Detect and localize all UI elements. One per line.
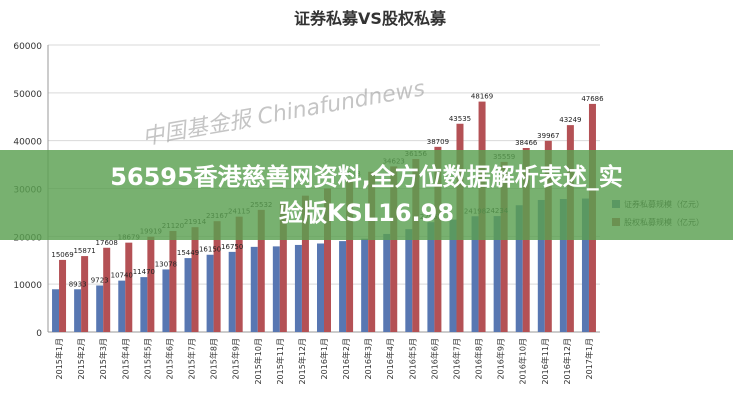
x-tick-label: 2016年12月	[562, 338, 572, 385]
bar-series-1	[515, 205, 523, 332]
data-label: 16150	[199, 246, 221, 254]
data-label: 9723	[91, 276, 109, 284]
x-tick-label: 2016年4月	[385, 338, 395, 379]
bar-series-1	[559, 199, 567, 332]
x-tick-label: 2015年6月	[164, 338, 174, 379]
y-tick-label: 60000	[13, 42, 42, 52]
bar-series-1	[96, 285, 104, 332]
bar-series-1	[581, 198, 589, 332]
x-tick-label: 2015年5月	[142, 338, 152, 379]
bar-series-2	[500, 161, 508, 332]
y-tick-label: 40000	[13, 138, 42, 148]
data-label: 43535	[449, 115, 471, 123]
bar-series-1	[184, 258, 192, 332]
data-label: 17608	[96, 239, 118, 247]
x-tick-label: 2016年6月	[429, 338, 439, 379]
x-tick-label: 2017年1月	[584, 338, 594, 379]
data-label: 11470	[133, 268, 155, 276]
bar-series-2	[213, 221, 221, 332]
bar-series-1	[361, 238, 369, 332]
bar-series-2	[346, 178, 354, 332]
x-tick-label: 2016年8月	[474, 338, 484, 379]
data-label: 13078	[155, 260, 177, 268]
bar-series-1	[52, 289, 60, 332]
x-tick-label: 2016年2月	[341, 338, 351, 379]
data-label: 15871	[73, 247, 95, 255]
bar-series-2	[522, 148, 530, 332]
x-tick-label: 2016年5月	[407, 338, 417, 379]
bar-series-1	[250, 246, 258, 332]
data-label: 39967	[537, 132, 559, 140]
bar-series-2	[191, 227, 199, 332]
bar-series-2	[125, 242, 133, 332]
x-axis-ticks: 2015年1月 2015年2月 2015年3月 2015年4月 2015年5月 2015年…	[54, 338, 594, 385]
bar-series-1	[140, 277, 148, 332]
bar-series-1	[427, 222, 435, 332]
bar-series-1	[74, 289, 82, 332]
bar-series-2	[324, 188, 331, 332]
bar-series-2	[390, 166, 398, 332]
bar-series-2	[235, 216, 243, 332]
data-label: 43249	[559, 116, 581, 124]
x-tick-label: 2015年4月	[120, 338, 130, 379]
chart-title: 证券私募VS股权私募	[294, 9, 447, 28]
x-tick-label: 2015年7月	[187, 338, 197, 379]
data-label: 15069	[51, 251, 73, 259]
x-tick-label: 2015年8月	[209, 338, 219, 379]
data-label: 15449	[177, 249, 199, 257]
data-label: 16750	[221, 243, 243, 251]
bar-series-1	[471, 216, 479, 332]
bar-series-1	[383, 233, 391, 332]
x-tick-label: 2015年9月	[231, 338, 241, 379]
bar-series-1	[317, 243, 324, 332]
y-tick-label: 10000	[13, 281, 42, 291]
x-tick-label: 2016年11月	[540, 338, 550, 385]
data-label: 38466	[515, 139, 538, 147]
x-tick-label: 2015年12月	[297, 338, 307, 385]
y-tick-label: 50000	[13, 90, 42, 100]
bar-series-2	[169, 230, 177, 332]
bar-series-2	[412, 159, 420, 332]
data-label: 10740	[111, 272, 133, 280]
bar-series-1	[228, 251, 236, 332]
banner-line-1: 56595香港慈善网资料,全方位数据解析表述_实	[110, 163, 623, 191]
bar-series-2	[301, 195, 309, 332]
data-label: 47686	[581, 95, 604, 103]
bar-series-1	[449, 219, 457, 332]
x-tick-label: 2016年10月	[518, 338, 528, 385]
data-label: 38709	[427, 138, 449, 146]
bar-series-1	[493, 216, 501, 332]
bar-series-1	[537, 199, 545, 332]
y-tick-label: 0	[36, 329, 42, 339]
x-tick-label: 2016年9月	[496, 338, 506, 379]
bar-series-1	[405, 229, 413, 332]
x-tick-label: 2015年2月	[76, 338, 86, 379]
x-tick-label: 2015年1月	[54, 338, 64, 379]
x-tick-label: 2016年7月	[451, 338, 461, 379]
bar-series-2	[368, 171, 376, 332]
bar-series-2	[59, 259, 67, 332]
data-label: 8933	[69, 280, 87, 288]
bar-series-2	[103, 247, 111, 332]
data-label: 48169	[471, 93, 493, 101]
banner-line-2: 验版KSL16.98	[278, 199, 455, 227]
bar-series-1	[294, 244, 302, 332]
bar-series-1	[339, 241, 347, 332]
bar-series-1	[118, 280, 126, 332]
x-tick-label: 2016年3月	[363, 338, 373, 379]
x-tick-label: 2015年3月	[98, 338, 108, 379]
bar-series-2	[81, 256, 89, 332]
bar-series-2	[147, 236, 155, 332]
bar-series-1	[272, 246, 280, 332]
bar-series-2	[257, 209, 265, 332]
x-tick-label: 2016年1月	[319, 338, 329, 379]
bar-series-2	[279, 202, 287, 332]
bar-series-1	[162, 269, 170, 332]
x-tick-label: 2015年10月	[253, 338, 263, 385]
x-tick-label: 2015年11月	[275, 338, 285, 385]
bar-series-1	[206, 254, 214, 332]
overlay-banner: 56595香港慈善网资料,全方位数据解析表述_实 验版KSL16.98	[0, 150, 733, 240]
